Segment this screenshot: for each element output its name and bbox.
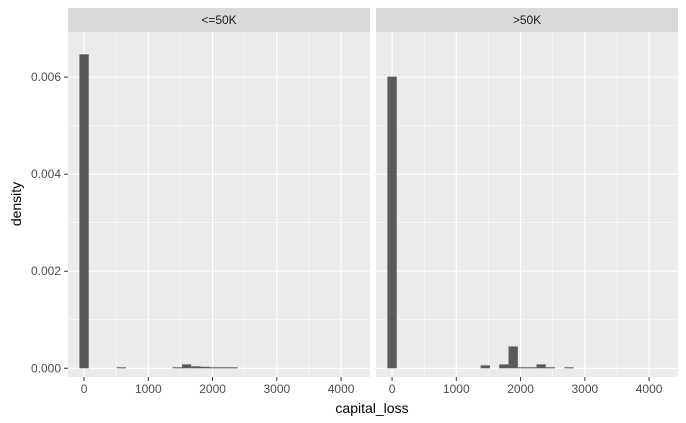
histogram-bar [517, 367, 528, 369]
histogram-bar [499, 364, 509, 369]
y-axis-title: density [8, 182, 24, 226]
x-tick-label: 1000 [135, 382, 162, 396]
x-axes: 0 1000 2000 3000 4000 0 1000 2000 3000 4000 [81, 377, 663, 396]
histogram-bar [545, 367, 556, 369]
x-axis-panel-2: 0 1000 2000 3000 4000 [389, 377, 663, 396]
histogram-bar [200, 366, 210, 369]
x-axis-title: capital_loss [335, 400, 408, 416]
facet-strip [376, 8, 678, 32]
panel-background [68, 32, 370, 377]
x-tick-label: 1000 [443, 382, 470, 396]
histogram-bar [116, 367, 126, 369]
y-axis: 0.000 0.002 0.004 0.006 [31, 70, 68, 375]
facet-panel-2: >50K [376, 8, 678, 377]
y-tick-label: 0.006 [31, 70, 61, 84]
x-tick-label: 3000 [263, 382, 290, 396]
x-tick-label: 2000 [507, 382, 534, 396]
histogram-bar [536, 364, 546, 369]
panel-background [376, 32, 678, 377]
x-tick-label: 0 [81, 382, 88, 396]
y-tick-label: 0.002 [31, 264, 61, 278]
histogram-bar [228, 367, 238, 369]
y-tick-label: 0.004 [31, 167, 61, 181]
x-axis-panel-1: 0 1000 2000 3000 4000 [81, 377, 355, 396]
facet-panel-1: <=50K [68, 8, 370, 377]
x-tick-label: 2000 [199, 382, 226, 396]
facet-strip [68, 8, 370, 32]
facet-strip-label: <=50K [201, 13, 236, 27]
facet-strip-label: >50K [513, 13, 541, 27]
histogram-bar [172, 367, 182, 369]
facet-panels: <=50K >50K [68, 8, 678, 377]
x-tick-label: 4000 [636, 382, 663, 396]
y-tick-label: 0.000 [31, 361, 61, 375]
histogram-bar [209, 367, 220, 369]
histogram-bar [527, 367, 537, 369]
x-tick-label: 0 [389, 382, 396, 396]
histogram-bar [191, 366, 201, 369]
x-tick-label: 4000 [328, 382, 355, 396]
histogram-bar [564, 367, 574, 369]
histogram-bar [508, 346, 518, 369]
histogram-bar [480, 365, 490, 369]
histogram-bar [181, 364, 192, 369]
histogram-bar [387, 76, 397, 369]
histogram-bar [219, 367, 229, 369]
histogram-bar [79, 54, 89, 369]
x-tick-label: 3000 [571, 382, 598, 396]
